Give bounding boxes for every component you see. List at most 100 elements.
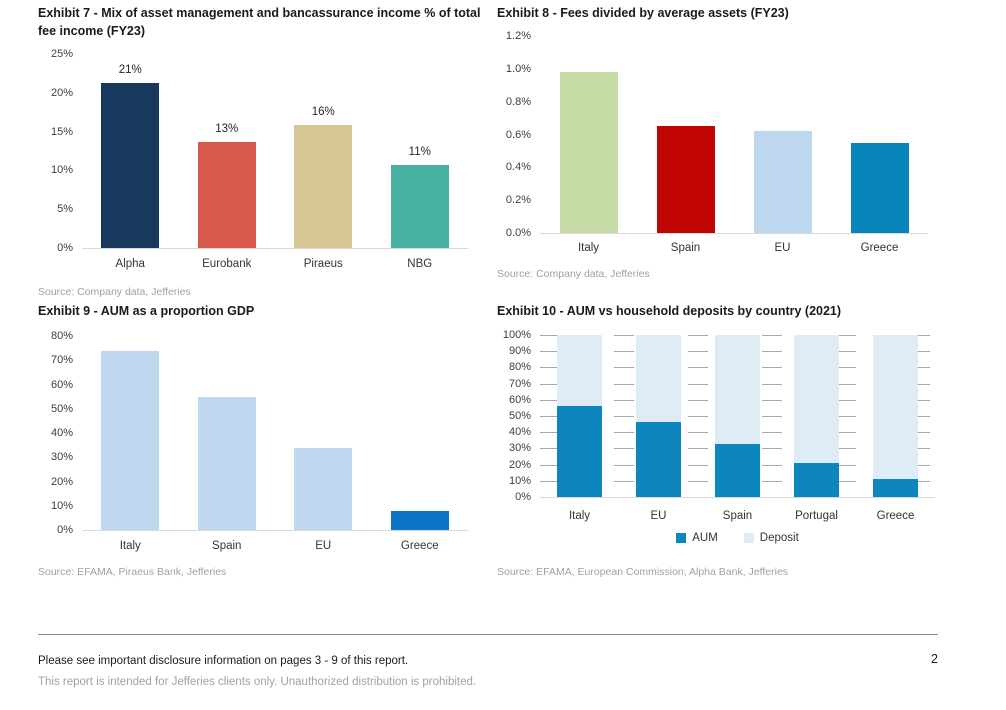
y-axis-tick: 30% xyxy=(508,442,531,455)
x-axis-label: Italy xyxy=(577,242,600,254)
x-axis-line xyxy=(540,497,935,498)
x-axis-label: Italy xyxy=(119,540,141,552)
y-axis-tick: 40% xyxy=(508,426,531,439)
bar-greece xyxy=(390,510,449,530)
x-axis-label: Greece xyxy=(876,510,915,522)
bar-italy xyxy=(101,350,160,530)
chart-source: Source: EFAMA, Piraeus Bank, Jefferies xyxy=(38,566,227,578)
legend-label: AUM xyxy=(692,532,718,544)
x-axis-label: Spain xyxy=(212,540,242,552)
y-axis-tick: 15% xyxy=(50,125,73,138)
y-axis-tick: 0.2% xyxy=(505,194,531,207)
x-axis-label: Greece xyxy=(860,242,899,254)
bar-segment-aum xyxy=(794,462,839,497)
x-axis-label: Italy xyxy=(568,510,591,522)
bar-greece xyxy=(850,142,909,233)
y-axis-tick: 80% xyxy=(508,361,531,374)
y-axis-tick: 10% xyxy=(50,499,73,512)
chart-plot: 100% 90% 80% 70% 60% 50% 40% 30% 20% 10% 0% Italy EU… xyxy=(497,329,945,570)
y-axis-tick: 100% xyxy=(502,329,531,341)
x-axis-label: Alpha xyxy=(115,258,145,270)
y-axis-tick: 0.6% xyxy=(505,128,531,141)
x-axis-label: Eurobank xyxy=(202,258,252,270)
y-axis-tick: 60% xyxy=(50,378,73,391)
x-axis-line xyxy=(540,233,928,234)
legend-label: Deposit xyxy=(759,532,799,544)
x-axis-label: EU xyxy=(774,242,791,254)
bar-segment-deposit xyxy=(794,335,839,463)
footer-disclaimer-text: This report is intended for Jefferies cl… xyxy=(38,676,477,688)
y-axis-tick: 0% xyxy=(57,524,73,536)
bar-segment-deposit xyxy=(715,335,760,444)
x-axis-label: EU xyxy=(315,540,332,552)
legend-swatch-deposit xyxy=(743,533,754,543)
bar-spain xyxy=(197,396,256,530)
bar-segment-deposit xyxy=(873,335,918,480)
y-axis-tick: 1.2% xyxy=(505,30,531,42)
exhibit-7-chart: Exhibit 7 - Mix of asset management and … xyxy=(38,4,490,300)
y-axis-tick: 70% xyxy=(50,354,73,367)
y-axis-tick: 20% xyxy=(50,86,73,99)
y-axis-tick: 0% xyxy=(515,491,531,503)
bar-alpha xyxy=(101,83,160,248)
chart-legend: AUM Deposit xyxy=(540,532,935,544)
bar-eu xyxy=(294,447,353,530)
x-axis-label: EU xyxy=(650,510,667,522)
y-axis-tick: 5% xyxy=(57,203,73,216)
x-axis-label: Greece xyxy=(400,540,439,552)
x-axis-label: Spain xyxy=(670,242,701,254)
bar-eu xyxy=(753,131,812,233)
y-axis-tick: 80% xyxy=(50,330,73,342)
chart-plot: 80% 70% 60% 50% 40% 30% 20% 10% 0% Italy Spain EU Gr… xyxy=(38,330,490,600)
chart-title: Exhibit 8 - Fees divided by average asse… xyxy=(497,6,789,20)
y-axis-tick: 0.0% xyxy=(505,227,531,239)
legend-item-aum: AUM xyxy=(676,532,718,544)
chart-source: Source: Company data, Jefferies xyxy=(497,268,650,280)
y-axis-tick: 20% xyxy=(508,458,531,471)
x-axis-label: Spain xyxy=(722,510,753,522)
x-axis-line xyxy=(82,248,468,249)
exhibit-9-chart: Exhibit 9 - AUM as a proportion GDP 80% 7… xyxy=(38,302,490,592)
legend-swatch-aum xyxy=(676,533,687,543)
bar-value-label: 11% xyxy=(408,145,431,158)
bar-segment-deposit xyxy=(636,335,681,423)
y-axis-tick: 0.4% xyxy=(505,161,531,174)
legend-item-deposit: Deposit xyxy=(743,532,799,544)
chart-source: Source: Company data, Jefferies xyxy=(38,286,191,298)
exhibit-8-chart: Exhibit 8 - Fees divided by average asse… xyxy=(497,4,945,300)
chart-source: Source: EFAMA, European Commission, Alph… xyxy=(497,566,789,578)
bar-value-label: 16% xyxy=(311,106,335,119)
chart-plot: 25% 20% 15% 10% 5% 0% 21% Alpha 13% Eurobank 16% Pi… xyxy=(38,48,490,318)
bar-italy xyxy=(559,72,618,233)
y-axis-tick: 70% xyxy=(508,377,531,390)
y-axis-tick: 10% xyxy=(50,164,73,177)
y-axis-tick: 50% xyxy=(50,402,73,415)
y-axis-tick: 50% xyxy=(508,410,531,422)
bar-spain xyxy=(656,126,715,233)
y-axis-tick: 90% xyxy=(508,345,531,358)
bar-nbg xyxy=(390,164,449,248)
footer-disclosure-text: Please see important disclosure informat… xyxy=(38,655,409,667)
chart-title: Exhibit 7 - Mix of asset management and … xyxy=(38,6,481,39)
footer-divider xyxy=(38,634,938,635)
x-axis-label: NBG xyxy=(407,258,433,270)
bar-segment-aum xyxy=(873,479,918,497)
x-axis-line xyxy=(82,530,468,531)
bar-segment-aum xyxy=(557,406,602,497)
x-axis-label: Piraeus xyxy=(303,258,343,270)
y-axis-tick: 20% xyxy=(50,475,73,488)
bar-value-label: 21% xyxy=(118,64,142,77)
bar-value-label: 13% xyxy=(215,123,239,136)
bar-segment-deposit xyxy=(557,335,602,407)
y-axis-tick: 1.0% xyxy=(505,62,531,75)
y-axis-tick: 0% xyxy=(57,242,73,254)
y-axis-tick: 60% xyxy=(508,393,531,406)
y-axis-tick: 40% xyxy=(50,427,73,439)
y-axis-tick: 25% xyxy=(50,48,73,60)
x-axis-label: Portugal xyxy=(795,510,838,522)
bar-eurobank xyxy=(197,142,256,248)
bar-segment-aum xyxy=(715,443,760,497)
page-number: 2 xyxy=(931,652,938,666)
chart-title: Exhibit 9 - AUM as a proportion GDP xyxy=(38,304,255,318)
